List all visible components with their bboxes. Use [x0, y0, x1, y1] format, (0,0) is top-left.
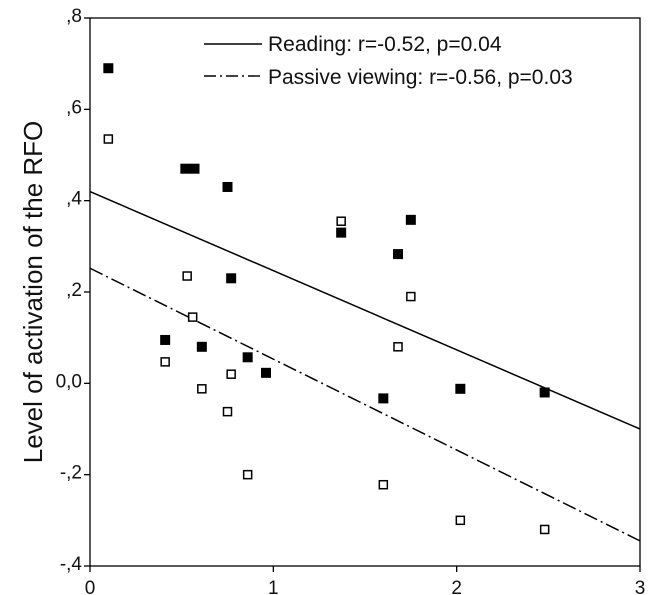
x-tick-label: 1	[268, 578, 279, 595]
data-points	[103, 63, 550, 535]
y-tick-label: ,6	[66, 97, 82, 118]
point-reading	[539, 387, 550, 398]
y-tick-label: ,8	[66, 6, 82, 27]
point-passive-viewing	[336, 216, 346, 226]
point-reading	[226, 273, 237, 284]
point-reading	[180, 163, 191, 174]
fit-line-passive-viewing	[89, 267, 641, 542]
x-tick-label: 3	[635, 578, 646, 595]
point-reading	[455, 383, 466, 394]
point-reading	[160, 334, 171, 345]
legend: Reading: r=-0.52, p=0.04 Passive viewing…	[204, 33, 573, 89]
plot-frame	[89, 17, 641, 567]
x-tick-label: 2	[451, 578, 462, 595]
point-passive-viewing	[378, 479, 389, 490]
point-passive-viewing	[226, 369, 236, 379]
point-reading	[222, 181, 233, 192]
y-tick-label: ,4	[66, 189, 82, 210]
point-passive-viewing	[103, 134, 114, 144]
fit-lines	[89, 190, 641, 542]
point-passive-viewing	[406, 291, 416, 302]
point-passive-viewing	[187, 312, 198, 322]
point-passive-viewing	[455, 515, 466, 526]
legend-label-passive-viewing: Passive viewing: r=-0.56, p=0.03	[268, 66, 573, 89]
point-passive-viewing	[539, 524, 550, 535]
point-passive-viewing	[197, 384, 207, 394]
point-passive-viewing	[182, 271, 192, 281]
y-tick-label: -,2	[60, 463, 82, 484]
fit-line-reading	[89, 190, 641, 430]
point-passive-viewing	[242, 469, 253, 480]
point-passive-viewing	[160, 357, 170, 367]
point-reading	[242, 352, 253, 363]
point-reading	[336, 227, 347, 238]
point-reading	[261, 367, 271, 378]
point-reading	[405, 214, 416, 225]
axis-ticks: 0 1 2 3 ,8 ,6 ,4 ,2 0,0 -,2 -,4	[56, 6, 646, 595]
point-reading	[189, 163, 200, 174]
y-tick-label: 0,0	[56, 371, 82, 392]
point-reading	[393, 249, 403, 260]
point-reading	[378, 393, 389, 404]
x-tick-label: 0	[85, 578, 96, 595]
point-reading	[196, 341, 207, 352]
y-tick-label: -,4	[60, 554, 83, 575]
y-axis-title: Level of activation of the RFO	[18, 121, 48, 464]
point-passive-viewing	[222, 406, 233, 417]
point-reading	[103, 63, 114, 74]
y-tick-label: ,2	[66, 280, 82, 301]
legend-label-reading: Reading: r=-0.52, p=0.04	[268, 33, 502, 56]
point-passive-viewing	[393, 342, 403, 352]
